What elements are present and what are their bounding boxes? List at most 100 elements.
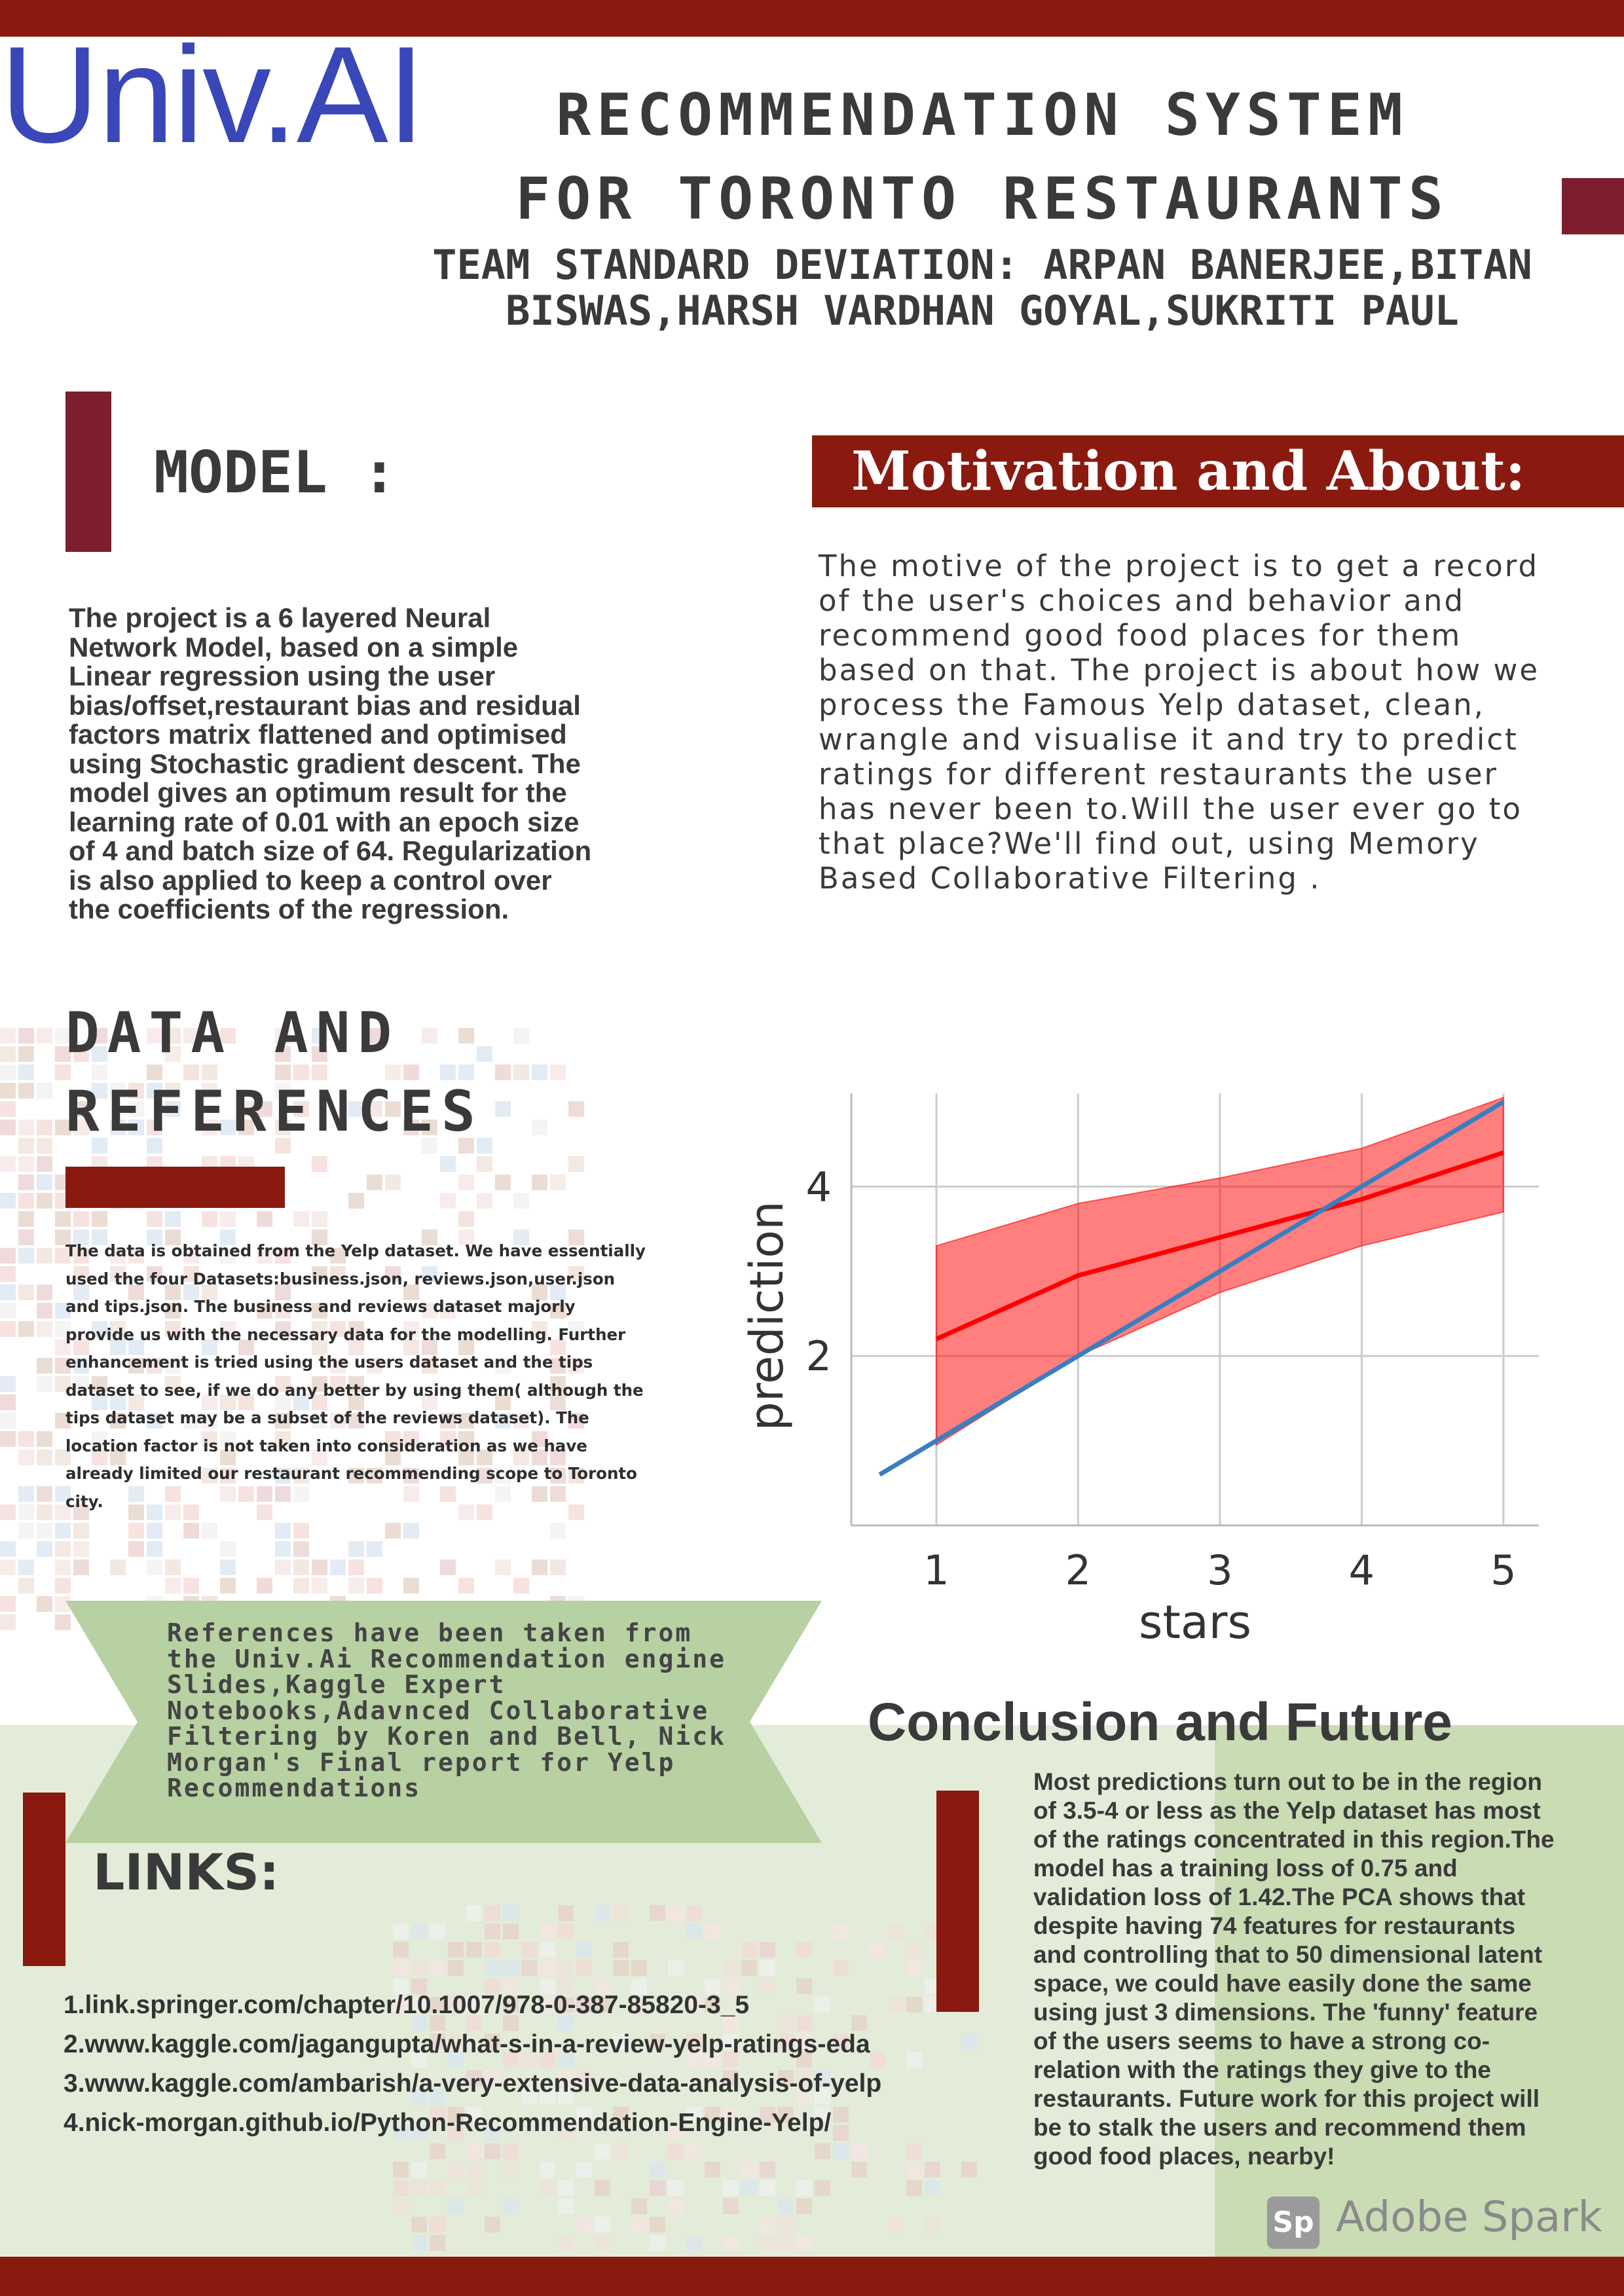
mosaic-tile: [128, 1358, 144, 1374]
mosaic-tile: [540, 1942, 555, 1958]
mosaic-tile: [723, 2235, 739, 2251]
mosaic-tile: [312, 1156, 327, 1172]
mosaic-tile: [888, 1997, 904, 2013]
mosaic-tile: [393, 2162, 409, 2178]
mosaic-tile: [650, 2033, 665, 2049]
mosaic-tile: [55, 1120, 71, 1135]
mosaic-tile: [110, 1120, 126, 1135]
mosaic-tile: [293, 1468, 309, 1484]
mosaic-tile: [686, 1905, 702, 1921]
mosaic-tile: [385, 1101, 401, 1117]
mosaic-tile: [723, 2070, 739, 2086]
mosaic-tile: [220, 1578, 236, 1594]
mosaic-tile: [0, 1303, 16, 1319]
mosaic-tile: [0, 1120, 16, 1135]
mosaic-tile: [367, 1541, 382, 1557]
mosaic-tile: [513, 1193, 529, 1209]
mosaic-tile: [92, 1321, 107, 1337]
mosaic-tile: [37, 1486, 52, 1502]
mosaic-tile: [37, 1083, 52, 1099]
mosaic-tile: [73, 1559, 89, 1575]
mosaic-tile: [411, 2125, 427, 2141]
mosaic-tile: [668, 2125, 684, 2141]
mosaic-tile: [430, 2033, 445, 2049]
mosaic-tile: [165, 1578, 181, 1594]
mosaic-tile: [631, 1978, 647, 1994]
mosaic-tile: [312, 1065, 327, 1080]
mosaic-tile: [183, 1523, 199, 1539]
mosaic-tile: [0, 1248, 16, 1264]
mosaic-tile: [183, 1413, 199, 1429]
mosaic-tile: [550, 1486, 566, 1502]
mosaic-tile: [367, 1101, 382, 1117]
mosaic-tile: [458, 1138, 474, 1154]
mosaic-tile: [330, 1248, 346, 1264]
mosaic-tile: [0, 1376, 16, 1392]
mosaic-tile: [503, 2052, 519, 2068]
mosaic-tile: [275, 1486, 291, 1502]
mosaic-tile: [0, 1614, 16, 1630]
mosaic-tile: [440, 1431, 456, 1447]
mosaic-tile: [293, 1065, 309, 1080]
mosaic-tile: [558, 2125, 574, 2141]
mosaic-tile: [686, 1997, 702, 2013]
mosaic-tile: [312, 1303, 327, 1319]
mosaic-tile: [576, 1960, 592, 1976]
mosaic-tile: [385, 1431, 401, 1447]
y-tick-label: 2: [806, 1332, 832, 1380]
mosaic-tile: [448, 2125, 464, 2141]
x-tick-label: 1: [923, 1546, 949, 1594]
mosaic-tile: [275, 1083, 291, 1099]
mosaic-tile: [550, 1523, 566, 1539]
link-item[interactable]: 2.www.kaggle.com/jagangupta/what-s-in-a-…: [64, 2030, 870, 2058]
mosaic-tile: [613, 2107, 629, 2123]
mosaic-tile: [147, 1083, 162, 1099]
x-tick-label: 4: [1349, 1546, 1375, 1594]
mosaic-tile: [147, 1504, 162, 1520]
mosaic-tile: [312, 1046, 327, 1062]
mosaic-tile: [183, 1285, 199, 1300]
mosaic-tile: [275, 1321, 291, 1337]
mosaic-tile: [110, 1248, 126, 1264]
mosaic-tile: [925, 2180, 940, 2196]
link-item[interactable]: 1.link.springer.com/chapter/10.1007/978-…: [64, 1991, 750, 2019]
mosaic-tile: [18, 1248, 34, 1264]
mosaic-tile: [466, 2015, 482, 2031]
mosaic-tile: [411, 1978, 427, 1994]
mosaic-tile: [466, 2143, 482, 2159]
link-item[interactable]: 4.nick-morgan.github.io/Python-Recommend…: [64, 2109, 832, 2137]
mosaic-tile: [422, 1339, 437, 1355]
mosaic-tile: [422, 1358, 437, 1374]
mosaic-tile: [485, 1942, 500, 1958]
mosaic-tile: [440, 1486, 456, 1502]
mosaic-tile: [37, 1156, 52, 1172]
mosaic-tile: [55, 1248, 71, 1264]
link-item[interactable]: 3.www.kaggle.com/ambarish/a-very-extensi…: [64, 2069, 882, 2098]
mosaic-tile: [568, 1358, 584, 1374]
mosaic-tile: [202, 1523, 217, 1539]
mosaic-tile: [550, 1559, 566, 1575]
mosaic-tile: [110, 1266, 126, 1282]
mosaic-tile: [466, 2162, 482, 2178]
mosaic-tile: [503, 1923, 519, 1939]
mosaic-tile: [73, 1541, 89, 1557]
mosaic-tile: [238, 1486, 254, 1502]
mosaic-tile: [257, 1303, 272, 1319]
mosaic-tile: [92, 1431, 107, 1447]
mosaic-tile: [760, 2217, 775, 2232]
title-line-2: FOR TORONTO RESTAURANTS: [515, 165, 1449, 232]
mosaic-tile: [403, 1431, 419, 1447]
mosaic-tile: [165, 1211, 181, 1227]
mosaic-tile: [312, 1028, 327, 1044]
mosaic-tile: [833, 2033, 849, 2049]
mosaic-tile: [503, 2015, 519, 2031]
mosaic-tile: [220, 1541, 236, 1557]
mosaic-tile: [147, 1413, 162, 1429]
mosaic-tile: [550, 1303, 566, 1319]
mosaic-tile: [202, 1413, 217, 1429]
mosaic-tile: [851, 2015, 867, 2031]
mosaic-tile: [650, 2180, 665, 2196]
mosaic-tile: [760, 1942, 775, 1958]
mosaic-pattern-bottom: [393, 1905, 977, 2251]
mosaic-tile: [330, 1266, 346, 1282]
